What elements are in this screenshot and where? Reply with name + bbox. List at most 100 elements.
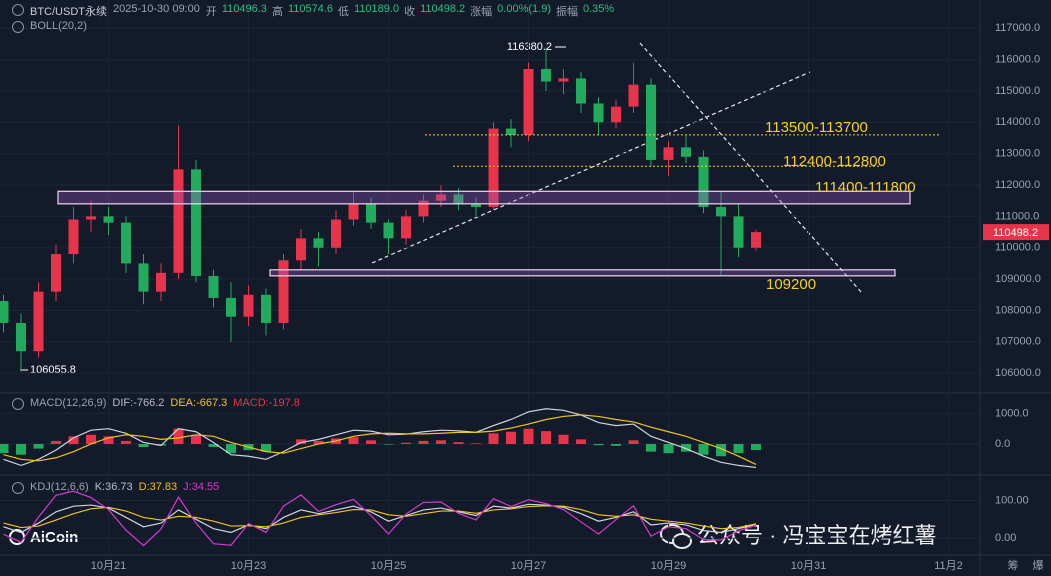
readout: DIF:-766.2 bbox=[112, 397, 165, 409]
macd-bar bbox=[191, 434, 201, 444]
wechat-logo bbox=[672, 533, 692, 549]
y-tick-label: 112000.0 bbox=[995, 179, 1040, 191]
candle-body bbox=[646, 84, 656, 160]
y-tick-label: 0.00 bbox=[995, 532, 1016, 544]
y-tick-label: 113000.0 bbox=[995, 148, 1040, 160]
macd-bar bbox=[401, 442, 411, 444]
ohlc-label: 开 bbox=[205, 6, 217, 18]
candle-body bbox=[611, 106, 621, 123]
ohlc-value: 110189.0 bbox=[354, 3, 400, 15]
macd-bar bbox=[33, 443, 44, 449]
macd-bar bbox=[681, 443, 691, 452]
ohlc-label: 高 bbox=[271, 6, 283, 18]
symbol: BTC/USDT永续 bbox=[30, 6, 107, 18]
marks bbox=[0, 47, 940, 547]
indicator-name: MACD(12,26,9) bbox=[30, 397, 107, 409]
ohlc-value: 0.00%(1.9) bbox=[497, 3, 551, 15]
candle-body bbox=[278, 260, 289, 324]
candle-body bbox=[0, 301, 9, 324]
candle-body bbox=[296, 238, 306, 261]
macd-bar bbox=[733, 443, 744, 454]
candle-body bbox=[68, 219, 79, 255]
level-box bbox=[57, 190, 911, 205]
macd-bar bbox=[103, 436, 114, 444]
macd-bar bbox=[698, 443, 709, 455]
brand: AiCoin bbox=[9, 529, 78, 546]
macd-bar bbox=[506, 431, 516, 444]
candle-body bbox=[751, 232, 761, 248]
macd-bar bbox=[523, 428, 534, 444]
candle-body bbox=[401, 216, 411, 239]
candle-body bbox=[243, 294, 254, 317]
indicator-line bbox=[3, 505, 757, 530]
readout: DEA:-667.3 bbox=[170, 397, 228, 409]
grid bbox=[0, 0, 980, 555]
macd-bar bbox=[121, 440, 131, 444]
icon[interactable] bbox=[12, 21, 24, 33]
candle-body bbox=[541, 68, 551, 82]
level-label: 109200 bbox=[766, 276, 816, 293]
candle-body bbox=[121, 222, 131, 264]
macd-bar bbox=[261, 443, 271, 452]
side-button[interactable]: 筹 bbox=[1008, 558, 1019, 572]
candle-body bbox=[313, 238, 324, 248]
macd-bar bbox=[593, 443, 604, 446]
readout: K:36.73 bbox=[94, 481, 133, 493]
x-tick-label: 10月27 bbox=[511, 560, 546, 572]
x-tick-label: 10月23 bbox=[231, 560, 266, 572]
icon[interactable] bbox=[12, 398, 24, 410]
macd-bar bbox=[313, 440, 324, 444]
level-label: 111400-111800 bbox=[815, 179, 916, 196]
macd-bar bbox=[173, 428, 184, 444]
macd-bar bbox=[751, 443, 761, 451]
level-box bbox=[269, 269, 896, 277]
icon[interactable] bbox=[12, 482, 24, 494]
price-tag-label: 110498.2 bbox=[993, 227, 1038, 239]
candle-body bbox=[576, 78, 586, 104]
candle-body bbox=[681, 147, 691, 157]
x-tick-label: 10月31 bbox=[791, 560, 826, 572]
x-tick-label: 10月29 bbox=[651, 560, 686, 572]
macd-bar bbox=[436, 440, 446, 444]
candle-body bbox=[663, 147, 674, 160]
candle-body bbox=[103, 216, 114, 223]
ohlc-label: 收 bbox=[404, 6, 416, 18]
macd-bar bbox=[51, 440, 61, 444]
candle-body bbox=[208, 275, 219, 298]
candle-body bbox=[383, 222, 394, 239]
indicator-row: BOLL(20,2) bbox=[30, 20, 87, 32]
candle-body bbox=[716, 206, 726, 217]
macd-bar bbox=[628, 440, 639, 444]
macd-bar bbox=[68, 436, 79, 444]
candle-body bbox=[226, 297, 236, 317]
y-tick-label: 0.0 bbox=[995, 438, 1010, 450]
level-label: 112400-112800 bbox=[783, 153, 886, 170]
side-button[interactable]: 爆 bbox=[1033, 558, 1044, 572]
icon[interactable] bbox=[12, 4, 24, 16]
y-tick-label: 1000.0 bbox=[995, 407, 1029, 419]
indicator-line bbox=[3, 408, 757, 469]
candle-body bbox=[33, 291, 44, 352]
macd-bar bbox=[646, 443, 656, 452]
indicator-row: MACD(12,26,9) DIF:-766.2 DEA:-667.3 MACD:-… bbox=[30, 397, 300, 409]
candle-body bbox=[138, 263, 149, 292]
candle-body bbox=[16, 323, 26, 352]
price-tag bbox=[983, 224, 1049, 241]
candle-body bbox=[331, 219, 341, 248]
ohlc-label: 振幅 bbox=[555, 6, 578, 18]
y-tick-label: 115000.0 bbox=[995, 85, 1040, 97]
y-tick-label: 117000.0 bbox=[995, 22, 1040, 34]
macd-bar bbox=[138, 443, 149, 448]
low-label: 106055.8 bbox=[30, 364, 76, 376]
candle-body bbox=[488, 128, 499, 207]
y-tick-label: 108000.0 bbox=[995, 304, 1041, 316]
candle-body bbox=[156, 272, 166, 292]
macd-bar bbox=[296, 439, 306, 444]
macd-bar bbox=[716, 443, 726, 457]
candle-body bbox=[628, 84, 639, 107]
ohlc-value: 0.35% bbox=[582, 3, 615, 15]
indicator-line bbox=[3, 503, 757, 534]
y-tick-label: 110000.0 bbox=[995, 242, 1040, 254]
candle-body bbox=[593, 103, 604, 123]
